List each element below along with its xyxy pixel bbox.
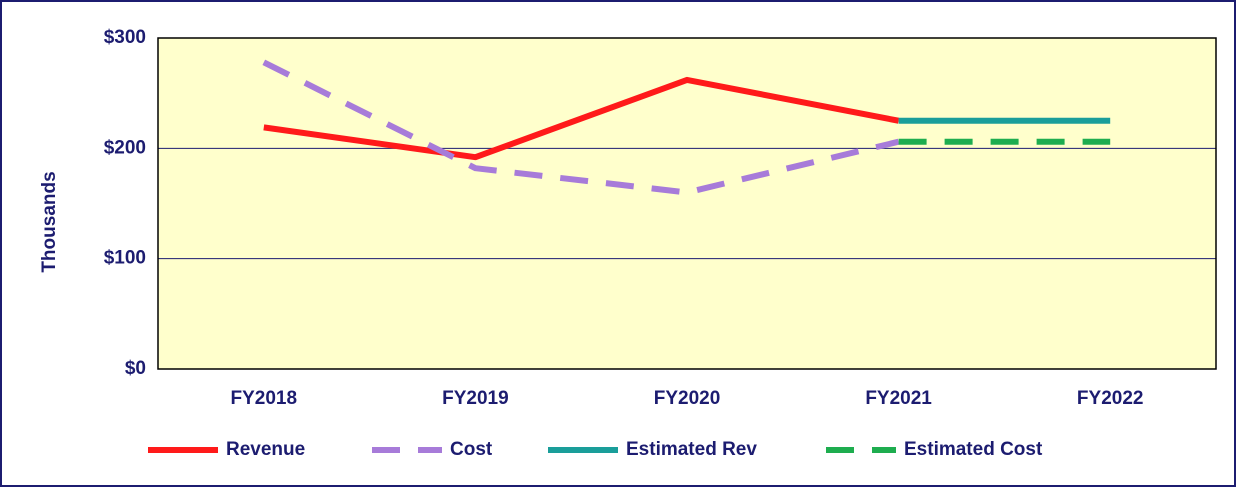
legend-label: Cost: [450, 439, 493, 460]
y-tick-label: $300: [104, 27, 146, 48]
x-tick-label: FY2018: [231, 388, 298, 409]
y-tick-label: $200: [104, 137, 146, 158]
legend-label: Revenue: [226, 439, 305, 460]
x-tick-label: FY2019: [442, 388, 509, 409]
y-axis-label: Thousands: [39, 171, 60, 272]
y-tick-label: $0: [125, 358, 146, 379]
series-line: [262, 59, 900, 196]
x-tick-label: FY2022: [1077, 388, 1144, 409]
legend-label: Estimated Rev: [626, 439, 757, 460]
legend-label: Estimated Cost: [904, 439, 1043, 460]
x-tick-label: FY2020: [654, 388, 721, 409]
y-tick-label: $100: [104, 248, 146, 269]
series-line: [263, 76, 900, 161]
plot-border: [157, 37, 1217, 370]
x-tick-label: FY2021: [865, 388, 932, 409]
plot-area: [158, 38, 1216, 369]
